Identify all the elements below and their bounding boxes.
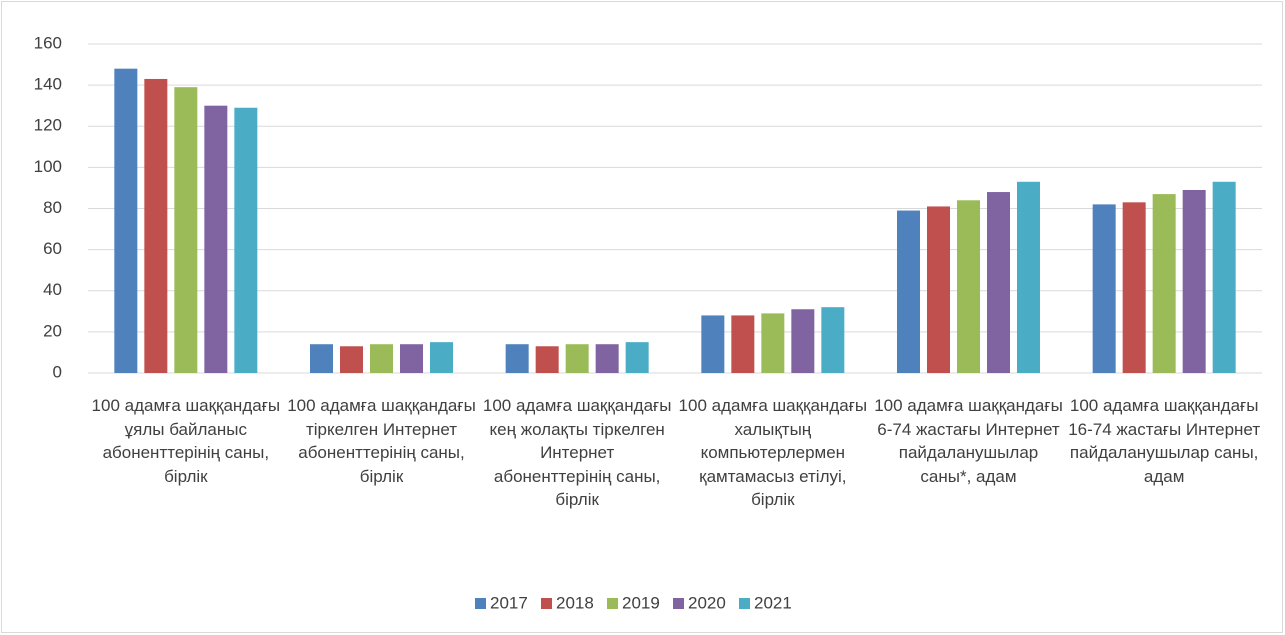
bar xyxy=(1122,202,1146,373)
bar xyxy=(114,68,138,374)
legend-swatch xyxy=(541,598,552,609)
y-tick-label: 80 xyxy=(43,198,62,217)
bar xyxy=(174,87,198,374)
bar xyxy=(595,344,619,373)
y-tick-label: 20 xyxy=(43,321,62,340)
legend-label: 2021 xyxy=(754,593,792,612)
bar xyxy=(761,313,785,373)
x-tick-label: 100 адамға шаққандағы кең жолақты тіркел… xyxy=(482,396,672,509)
bar xyxy=(625,342,649,373)
bar xyxy=(430,342,453,373)
y-tick-label: 0 xyxy=(53,362,62,381)
y-tick-label: 140 xyxy=(34,75,62,94)
legend-label: 2019 xyxy=(622,593,660,612)
y-tick-label: 100 xyxy=(34,157,62,176)
bar xyxy=(400,344,423,373)
y-tick-label: 40 xyxy=(43,280,62,299)
x-tick-label: 100 адамға шаққандағы 6-74 жастағы Интер… xyxy=(874,396,1063,486)
bar xyxy=(701,315,725,373)
bar xyxy=(204,105,228,373)
legend-label: 2017 xyxy=(490,593,528,612)
bar xyxy=(957,200,980,373)
legend-label: 2018 xyxy=(556,593,594,612)
bar xyxy=(1212,181,1236,373)
bar xyxy=(310,344,333,373)
bar xyxy=(565,344,589,373)
legend-swatch xyxy=(475,598,486,609)
y-tick-label: 60 xyxy=(43,239,62,258)
bar xyxy=(927,206,950,373)
x-tick-label: 100 адамға шаққандағы халықтың компьютер… xyxy=(678,396,868,509)
legend-swatch xyxy=(673,598,684,609)
bar xyxy=(1152,194,1176,373)
bar xyxy=(821,307,845,373)
bar xyxy=(144,78,168,374)
bar xyxy=(1092,204,1116,373)
bar xyxy=(791,309,815,373)
bar xyxy=(370,344,393,373)
y-tick-label: 120 xyxy=(34,116,62,135)
legend-swatch xyxy=(739,598,750,609)
x-tick-label: 100 адамға шаққандағы ұялы байланыс абон… xyxy=(91,396,281,486)
bar xyxy=(505,344,529,373)
bar xyxy=(1182,189,1206,373)
y-tick-label: 160 xyxy=(34,33,62,52)
bar xyxy=(897,210,920,373)
bar xyxy=(234,107,258,374)
x-tick-label: 100 адамға шаққандағы тіркелген Интернет… xyxy=(287,396,476,486)
bar xyxy=(731,315,755,373)
x-tick-label: 100 адамға шаққандағы 16-74 жастағы Инте… xyxy=(1068,396,1261,486)
bar xyxy=(987,192,1010,373)
bar xyxy=(535,346,559,373)
legend-label: 2020 xyxy=(688,593,726,612)
bar xyxy=(340,346,363,373)
legend-swatch xyxy=(607,598,618,609)
bar xyxy=(1017,181,1040,373)
